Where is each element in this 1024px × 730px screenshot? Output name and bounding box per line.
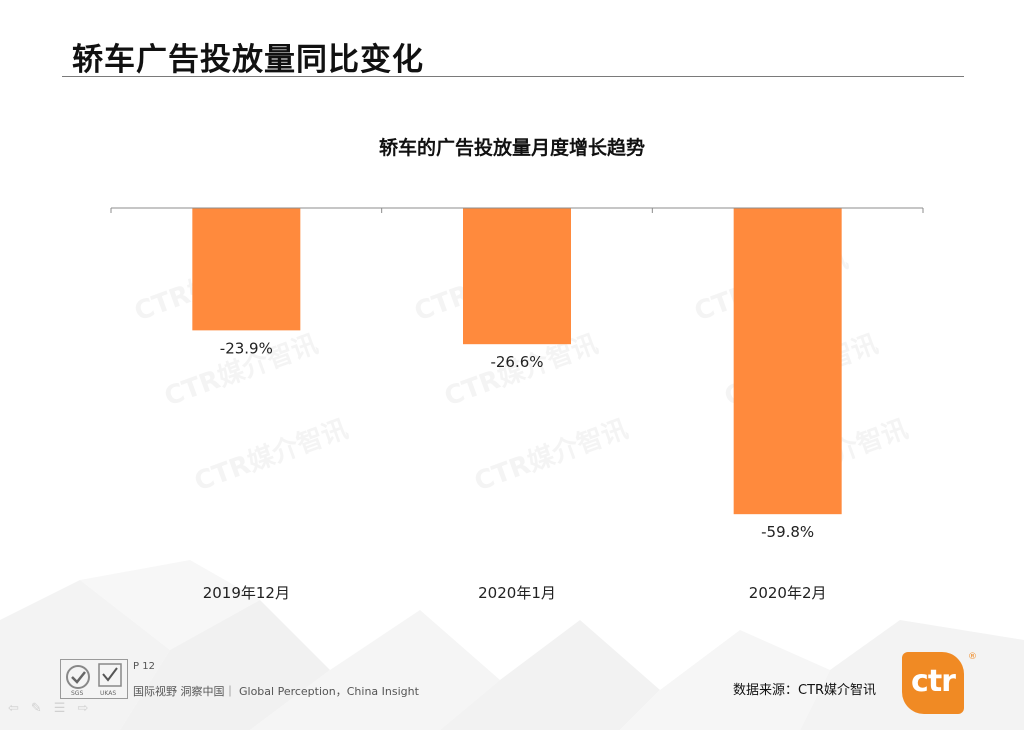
title-divider <box>62 76 964 77</box>
bar <box>463 208 571 345</box>
category-label: 2020年2月 <box>749 584 827 602</box>
data-source: 数据来源：CTR媒介智讯 <box>733 683 877 698</box>
data-label: -23.9% <box>220 339 273 357</box>
ctr-logo: ctr <box>902 652 964 714</box>
page-title: 轿车广告投放量同比变化 <box>72 42 424 78</box>
page-number: P 12 <box>133 661 155 672</box>
slide-nav-icons[interactable]: ⇦✎☰⇨ <box>8 701 101 716</box>
bar <box>192 208 301 331</box>
svg-text:SGS: SGS <box>71 690 83 697</box>
certification-logo: SGS UKAS <box>60 659 128 699</box>
data-label: -26.6% <box>490 353 543 371</box>
background-pattern <box>0 560 1024 730</box>
chart-title: 轿车的广告投放量月度增长趋势 <box>378 137 645 159</box>
bar-chart: -23.9% 2019年12月 -26.6% 2020年1月 -59.8% 2020年2月 <box>110 207 924 602</box>
category-label: 2020年1月 <box>478 584 556 602</box>
category-label: 2019年12月 <box>203 584 290 602</box>
footer-tagline: 国际视野 洞察中国｜ Global Perception，China Insig… <box>133 685 419 698</box>
bar <box>733 208 842 515</box>
svg-text:UKAS: UKAS <box>100 690 116 697</box>
sgs-ukas-icon: SGS UKAS <box>66 663 122 697</box>
data-label: -59.8% <box>761 523 814 541</box>
registered-mark: ® <box>968 652 977 662</box>
